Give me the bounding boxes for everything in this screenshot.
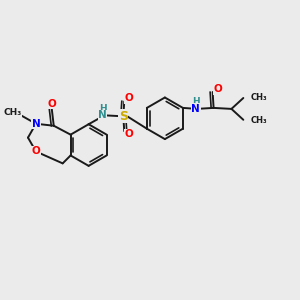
Text: CH₃: CH₃: [3, 108, 21, 117]
Text: O: O: [213, 84, 222, 94]
Text: CH₃: CH₃: [250, 116, 267, 125]
Text: N: N: [98, 110, 107, 120]
Text: O: O: [32, 146, 40, 157]
Text: H: H: [99, 104, 106, 113]
Text: S: S: [119, 110, 128, 123]
Text: N: N: [32, 119, 40, 129]
Text: O: O: [47, 99, 56, 109]
Text: O: O: [125, 129, 134, 139]
Text: N: N: [191, 104, 200, 114]
Text: CH₃: CH₃: [250, 92, 267, 101]
Text: H: H: [192, 98, 200, 106]
Text: O: O: [125, 94, 134, 103]
